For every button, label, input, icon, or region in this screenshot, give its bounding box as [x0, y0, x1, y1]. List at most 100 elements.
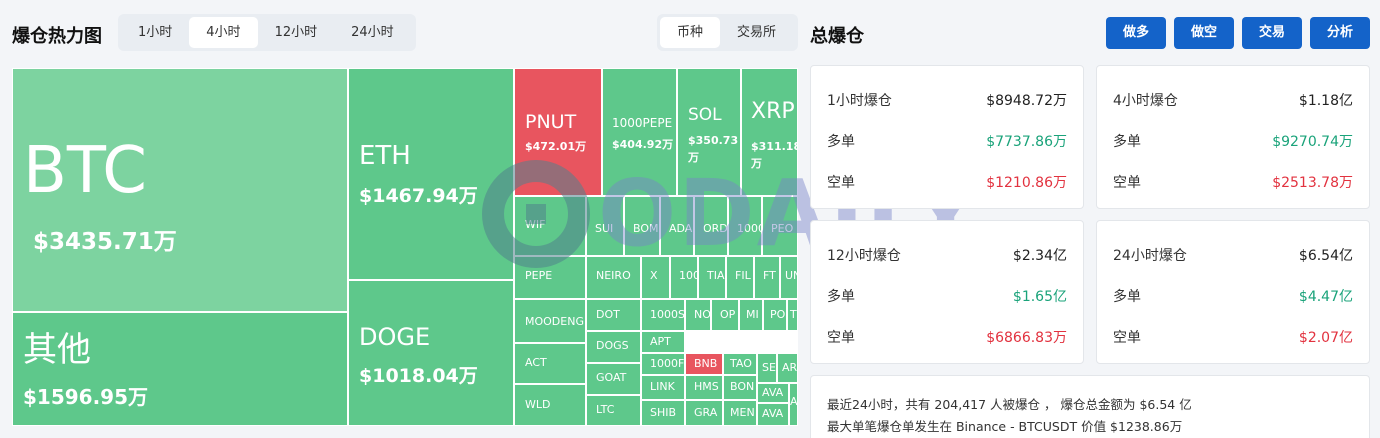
short-label: 空单 — [827, 175, 855, 191]
tile-value: $1467.94万 — [359, 185, 478, 207]
treemap-tile-wif[interactable]: WIF — [514, 196, 586, 256]
treemap-tile-x[interactable]: X — [641, 256, 670, 299]
treemap-tile-op[interactable]: OP — [711, 299, 739, 331]
treemap-tile-shib[interactable]: SHIB — [641, 400, 685, 426]
treemap-tile-xrp[interactable]: XRP $311.18万 — [741, 68, 798, 196]
liquidation-treemap: BTC $3435.71万 其他 $1596.95万 ETH $1467.94万 DOGE $… — [12, 68, 798, 426]
tile-name: AR — [782, 361, 798, 374]
tile-name: MI — [746, 308, 759, 321]
treemap-tile-1000s[interactable]: 1000S — [641, 299, 685, 331]
short-label: 空单 — [1113, 175, 1141, 191]
treemap-tile-link[interactable]: LINK — [641, 375, 685, 400]
long-value: $7737.86万 — [986, 134, 1067, 150]
treemap-tile-mi[interactable]: MI — [739, 299, 763, 331]
treemap-tile-pepe[interactable]: PEPE — [514, 256, 586, 299]
tile-name: SUI — [595, 222, 614, 235]
treemap-tile-ord[interactable]: ORD — [694, 196, 728, 256]
tile-name: GOAT — [596, 371, 627, 384]
short-value: $1210.86万 — [986, 175, 1067, 191]
treemap-tile-tu[interactable]: TU — [787, 299, 798, 331]
treemap-tile-sui[interactable]: SUI — [586, 196, 624, 256]
tab-by-exchange[interactable]: 交易所 — [737, 25, 777, 40]
treemap-tile-bnb[interactable]: BNB — [685, 353, 723, 375]
trade-button[interactable]: 交易 — [1242, 17, 1302, 49]
treemap-tile-neiro[interactable]: NEIRO — [586, 256, 641, 299]
tile-name: TAO — [730, 357, 752, 370]
treemap-tile-un[interactable]: UN — [780, 256, 798, 299]
tile-name: MEN — [730, 406, 755, 419]
treemap-tile-ar[interactable]: AR — [777, 353, 798, 383]
treemap-tile-apt[interactable]: APT — [641, 331, 685, 353]
tile-value: $311.18万 — [751, 140, 798, 170]
long-value: $9270.74万 — [1272, 134, 1353, 150]
tab-24h[interactable]: 24小时 — [351, 25, 394, 40]
tile-name: 1000S — [650, 308, 685, 321]
tile-name: APT — [650, 335, 671, 348]
treemap-tile-no[interactable]: NO — [685, 299, 711, 331]
tab-1h[interactable]: 1小时 — [138, 25, 173, 40]
tile-value: $472.01万 — [525, 140, 587, 153]
card-title: 12小时爆仓 — [827, 248, 901, 264]
long-value: $4.47亿 — [1298, 289, 1353, 305]
tile-name: BON — [730, 380, 755, 393]
treemap-tile-dot[interactable]: DOT — [586, 299, 641, 331]
treemap-tile-wld[interactable]: WLD — [514, 384, 586, 426]
treemap-tile-ltc[interactable]: LTC — [586, 395, 641, 426]
treemap-tile-100[interactable]: 100 — [670, 256, 698, 299]
treemap-tile-btc[interactable]: BTC $3435.71万 — [12, 68, 348, 312]
tab-12h[interactable]: 12小时 — [274, 25, 318, 40]
tile-name: PEO — [771, 222, 794, 235]
treemap-tile-ft[interactable]: FT — [754, 256, 780, 299]
tab-4h[interactable]: 4小时 — [189, 17, 258, 48]
treemap-tile-tao[interactable]: TAO — [723, 353, 757, 375]
short-label: 空单 — [1113, 330, 1141, 346]
summary-line-1: 最近24小时，共有 204,417 人被爆仓 ， 爆仓总金额为 $6.54 亿 — [827, 397, 1192, 412]
long-button[interactable]: 做多 — [1106, 17, 1166, 49]
tile-name: OP — [720, 308, 736, 321]
treemap-tile-hms[interactable]: HMS — [685, 375, 723, 400]
tile-name: A — [790, 395, 798, 408]
treemap-tile-gra[interactable]: GRA — [685, 400, 723, 426]
treemap-tile-sol[interactable]: SOL $350.73万 — [677, 68, 741, 196]
tile-name: DOT — [596, 308, 620, 321]
tab-by-coin[interactable]: 币种 — [660, 17, 721, 48]
treemap-tile-a[interactable]: A — [789, 383, 798, 426]
card-title: 24小时爆仓 — [1113, 248, 1187, 264]
treemap-tile-ada[interactable]: ADA — [660, 196, 694, 256]
tile-name: 100 — [679, 269, 698, 282]
treemap-tile-1000f[interactable]: 1000F — [641, 353, 685, 375]
tile-name: NEIRO — [596, 269, 631, 282]
card-1h-liquidation: 1小时爆仓 $8948.72万 多单 $7737.86万 空单 $1210.86万 — [810, 65, 1084, 209]
treemap-tile-pnut[interactable]: PNUT $472.01万 — [514, 68, 602, 196]
treemap-tile-moodeng[interactable]: MOODENG — [514, 299, 586, 343]
treemap-tile-ava[interactable]: AVA — [757, 383, 789, 403]
treemap-tile-doge[interactable]: DOGE $1018.04万 — [348, 280, 514, 426]
treemap-tile-tia[interactable]: TIA — [698, 256, 726, 299]
card-4h-liquidation: 4小时爆仓 $1.18亿 多单 $9270.74万 空单 $2513.78万 — [1096, 65, 1370, 209]
tile-name: BNB — [694, 357, 718, 370]
short-value: $2.07亿 — [1298, 330, 1353, 346]
treemap-tile-fil[interactable]: FIL — [726, 256, 754, 299]
card-24h-liquidation: 24小时爆仓 $6.54亿 多单 $4.47亿 空单 $2.07亿 — [1096, 220, 1370, 364]
treemap-tile-1000[interactable]: 1000 — [728, 196, 762, 256]
treemap-tile-eth[interactable]: ETH $1467.94万 — [348, 68, 514, 280]
treemap-tile-1000pepe[interactable]: 1000PEPE $404.92万 — [602, 68, 677, 196]
long-label: 多单 — [1113, 134, 1141, 150]
treemap-tile-act[interactable]: ACT — [514, 343, 586, 384]
treemap-tile-po[interactable]: PO — [763, 299, 787, 331]
tile-value: $350.73万 — [688, 134, 739, 164]
treemap-tile-ava[interactable]: AVA — [757, 403, 789, 426]
analysis-button[interactable]: 分析 — [1310, 17, 1370, 49]
treemap-tile-bom[interactable]: BOM — [624, 196, 660, 256]
treemap-tile-peo[interactable]: PEO — [762, 196, 798, 256]
treemap-tile-men[interactable]: MEN — [723, 400, 757, 426]
card-title: 4小时爆仓 — [1113, 93, 1178, 109]
treemap-tile-se[interactable]: SE — [757, 353, 777, 383]
short-button[interactable]: 做空 — [1174, 17, 1234, 49]
treemap-tile-bon[interactable]: BON — [723, 375, 757, 400]
tile-name: HMS — [694, 380, 719, 393]
card-12h-liquidation: 12小时爆仓 $2.34亿 多单 $1.65亿 空单 $6866.83万 — [810, 220, 1084, 364]
treemap-tile-dogs[interactable]: DOGS — [586, 331, 641, 363]
treemap-tile-goat[interactable]: GOAT — [586, 363, 641, 395]
treemap-tile-其他[interactable]: 其他 $1596.95万 — [12, 312, 348, 426]
